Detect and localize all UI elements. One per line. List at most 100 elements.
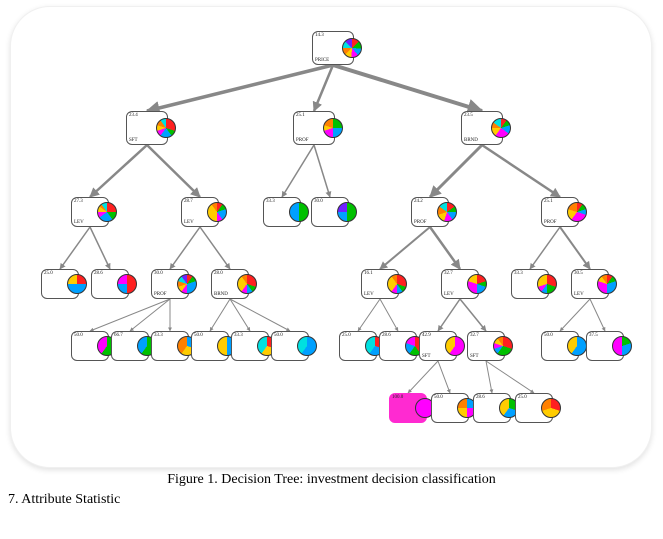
- tree-node-value: 16.1: [364, 271, 373, 276]
- tree-node: 30.5LEV: [571, 269, 609, 299]
- tree-node: 50.0: [271, 331, 309, 361]
- tree-node: 37.5: [586, 331, 624, 361]
- tree-node: 23.4SFT: [126, 111, 168, 145]
- tree-edge: [170, 227, 200, 269]
- tree-node: 25.1PROF: [541, 197, 579, 227]
- tree-edge: [430, 145, 482, 197]
- tree-edge: [380, 227, 430, 269]
- tree-node: 28.6: [473, 393, 511, 423]
- tree-node: 50.0: [431, 393, 469, 423]
- tree-edge: [408, 361, 438, 393]
- tree-edge: [333, 65, 482, 111]
- tree-node: 30.0: [311, 197, 349, 227]
- tree-edge: [460, 299, 486, 331]
- tree-node-value: 30.5: [574, 271, 583, 276]
- tree-node: 28.0 BRND: [211, 269, 249, 299]
- tree-edge: [90, 145, 147, 197]
- tree-node: 24.2 PROF: [411, 197, 449, 227]
- tree-node-attr: LEV: [444, 292, 454, 297]
- tree-edge: [130, 299, 170, 331]
- tree-edge: [314, 65, 333, 111]
- tree-edge: [482, 145, 560, 197]
- tree-node-value: 24.2: [414, 199, 423, 204]
- tree-node: 23.5 BRND: [461, 111, 503, 145]
- tree-node: 33.3: [263, 197, 301, 227]
- section-heading: 7. Attribute Statistic: [8, 492, 663, 508]
- tree-node-attr: SFT: [422, 354, 431, 359]
- tree-node-pie: [467, 274, 487, 294]
- tree-node-value: 50.0: [74, 333, 83, 338]
- tree-node-pie: [97, 202, 117, 222]
- tree-node-value: 28.6: [94, 271, 103, 276]
- tree-node: 50.0: [71, 331, 109, 361]
- tree-node-value: 27.3: [74, 199, 83, 204]
- figure-caption: Figure 1. Decision Tree: investment deci…: [0, 472, 663, 488]
- tree-node-attr: PROF: [154, 292, 167, 297]
- tree-node-value: 25.1: [296, 113, 305, 118]
- tree-node-pie: [289, 202, 309, 222]
- tree-node-value: 25.0: [518, 395, 527, 400]
- tree-node: 50.0: [191, 331, 229, 361]
- tree-node-attr: BRND: [214, 292, 228, 297]
- tree-edge: [314, 145, 330, 197]
- tree-node-value: 23.5: [464, 113, 473, 118]
- tree-node-value: 30.0: [154, 271, 163, 276]
- tree-node-attr: PROF: [544, 220, 557, 225]
- tree-edge: [438, 361, 450, 393]
- tree-node-attr: PRICE: [315, 58, 329, 63]
- tree-edge: [560, 299, 590, 331]
- tree-node-pie: [156, 118, 176, 138]
- tree-edge: [282, 145, 314, 197]
- tree-node-value: 37.5: [589, 333, 598, 338]
- tree-node-pie: [207, 202, 227, 222]
- tree-node-pie: [541, 398, 561, 418]
- tree-node-attr: LEV: [74, 220, 84, 225]
- tree-node-value: 28.6: [476, 395, 485, 400]
- tree-node-attr: PROF: [414, 220, 427, 225]
- tree-node: 66.7: [111, 331, 149, 361]
- tree-node-value: 25.0: [342, 333, 351, 338]
- tree-edge: [530, 227, 560, 269]
- tree-node-value: 33.3: [154, 333, 163, 338]
- tree-node-value: 32.7: [470, 333, 479, 338]
- tree-node-value: 50.0: [434, 395, 443, 400]
- figure-panel: 14.3PRICE23.4SFT25.1PROF23.5BRND27.3LEV2…: [10, 6, 652, 468]
- tree-edge: [430, 227, 460, 269]
- tree-node-pie: [117, 274, 137, 294]
- tree-node: 32.7LEV: [441, 269, 479, 299]
- tree-node-attr: BRND: [464, 138, 478, 143]
- tree-edge: [590, 299, 605, 331]
- tree-node-pie: [323, 118, 343, 138]
- tree-node: 16.1LEV: [361, 269, 399, 299]
- tree-edge: [90, 299, 170, 331]
- tree-node-value: 28.0: [214, 271, 223, 276]
- tree-node: 27.3 LEV: [71, 197, 109, 227]
- tree-node-pie: [177, 274, 197, 294]
- tree-edge: [200, 227, 230, 269]
- tree-node-value: 23.4: [129, 113, 138, 118]
- tree-node-pie: [537, 274, 557, 294]
- tree-edge: [380, 299, 398, 331]
- tree-node-value: 50.0: [544, 333, 553, 338]
- tree-node-pie: [387, 274, 407, 294]
- tree-node: 14.3PRICE: [312, 31, 354, 65]
- tree-node-value: 25.0: [44, 271, 53, 276]
- tree-edge: [147, 145, 200, 197]
- tree-node: 28.7LEV: [181, 197, 219, 227]
- tree-node: 25.0: [339, 331, 377, 361]
- tree-node-value: 33.3: [514, 271, 523, 276]
- tree-node: 50.0: [541, 331, 579, 361]
- tree-edge: [210, 299, 230, 331]
- tree-node: 25.1 PROF: [293, 111, 335, 145]
- tree-edge: [438, 299, 460, 331]
- tree-node-value: 28.6: [382, 333, 391, 338]
- tree-node: 28.6: [379, 331, 417, 361]
- tree-node: 33.3: [231, 331, 269, 361]
- tree-node-attr: PROF: [296, 138, 309, 143]
- tree-node-pie: [342, 38, 362, 58]
- tree-node-pie: [437, 202, 457, 222]
- tree-edge: [560, 227, 590, 269]
- tree-node: 33.3: [511, 269, 549, 299]
- tree-node-pie: [491, 118, 511, 138]
- tree-node: 32.7SFT: [467, 331, 505, 361]
